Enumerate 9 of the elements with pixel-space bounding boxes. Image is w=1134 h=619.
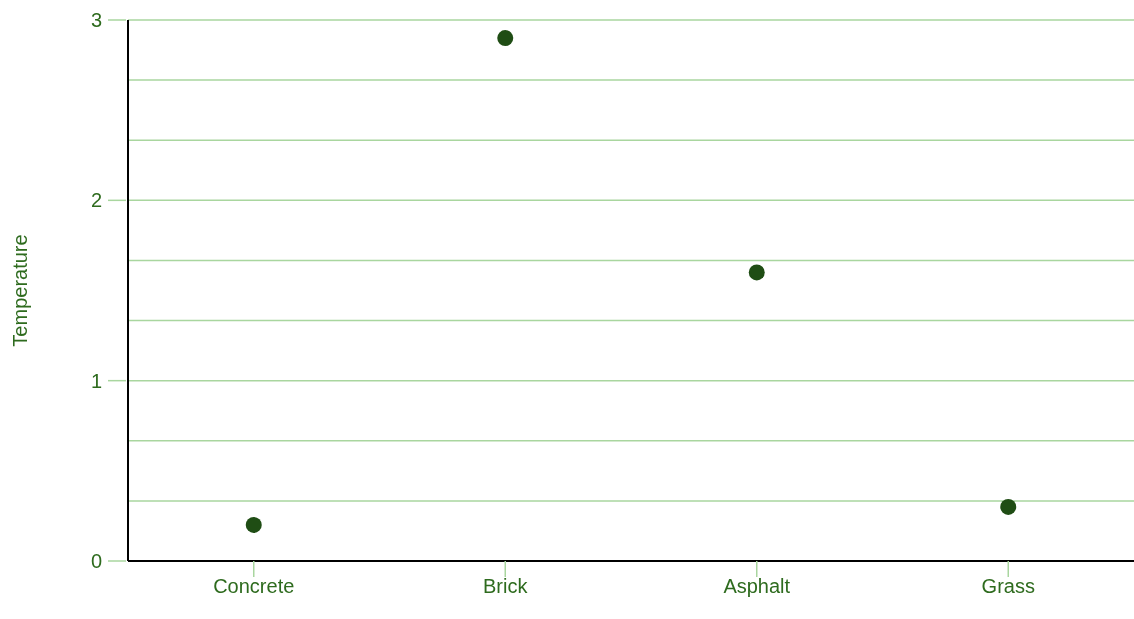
x-tick-label: Concrete: [213, 575, 295, 598]
x-tick-label: Grass: [981, 575, 1035, 598]
y-tick-label: 0: [90, 550, 102, 572]
x-tick-label: Brick: [483, 575, 529, 598]
y-axis-title: Temperature: [9, 234, 32, 347]
y-tick-label: 1: [90, 369, 102, 392]
y-tick-label: 2: [90, 189, 102, 212]
x-tick-label: Asphalt: [723, 575, 791, 598]
y-tick-label: 3: [90, 9, 102, 31]
